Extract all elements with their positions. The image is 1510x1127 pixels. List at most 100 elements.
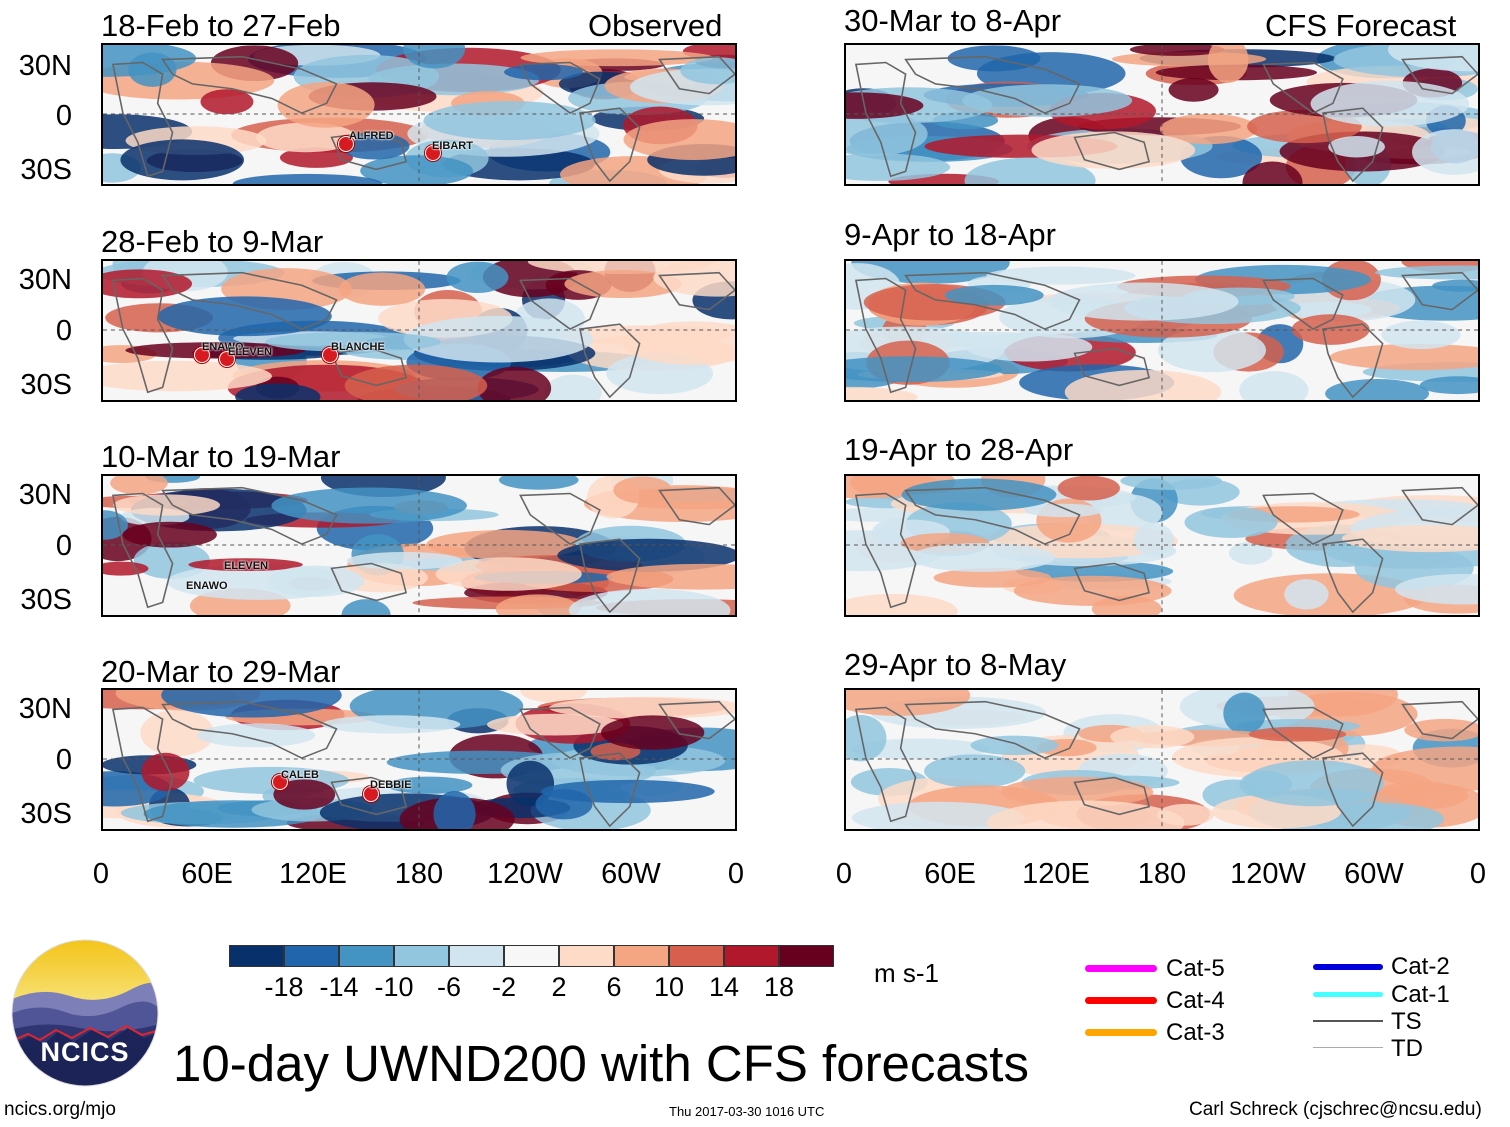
wind-anomaly-blob xyxy=(1084,493,1163,532)
coastline xyxy=(330,347,408,387)
colorbar-swatch xyxy=(284,945,339,967)
wind-anomaly-blob xyxy=(403,315,593,363)
lat-label-eq: 0 xyxy=(55,100,72,132)
lon-label: 0 xyxy=(727,858,745,890)
wind-anomaly-blob xyxy=(423,101,596,141)
wind-anomaly-blob xyxy=(1310,80,1470,127)
wind-anomaly-blob xyxy=(1013,575,1172,606)
coastline xyxy=(111,277,174,394)
map-panel-fc-4 xyxy=(844,688,1480,831)
wind-anomaly-blob xyxy=(970,735,1059,756)
storm-label-enawo: ENAWO xyxy=(202,341,244,353)
storm-marker xyxy=(363,786,379,802)
lat-label-30n: 30N xyxy=(18,264,72,296)
wind-anomaly-blob xyxy=(1157,328,1267,373)
wind-anomaly-blob xyxy=(600,715,705,750)
wind-anomaly-blob xyxy=(1311,802,1445,829)
wind-anomaly-blob xyxy=(1168,77,1219,102)
wind-anomaly-blob xyxy=(1239,371,1309,400)
wind-anomaly-blob xyxy=(965,332,1093,362)
author-credit: Carl Schreck (cjschrec@ncsu.edu) xyxy=(1189,1099,1482,1120)
coastline xyxy=(1401,55,1478,95)
coastline xyxy=(854,61,917,178)
wind-anomaly-blob xyxy=(435,557,582,591)
wind-anomaly-blob xyxy=(851,738,990,760)
legend-label-cat1: Cat-1 xyxy=(1391,981,1450,1008)
lat-label-30n: 30N xyxy=(18,479,72,511)
map-panel-obs-4 xyxy=(101,688,737,831)
colorbar-units: m s-1 xyxy=(874,958,939,988)
colorbar-swatch xyxy=(504,945,559,967)
coastline xyxy=(1401,271,1478,311)
colorbar-swatch xyxy=(724,945,779,967)
legend-label-cat2: Cat-2 xyxy=(1391,953,1450,980)
panel-title-obs-3: 10-Mar to 19-Mar xyxy=(101,439,341,474)
ncics-url-link[interactable]: ncics.org/mjo xyxy=(4,1099,116,1120)
wind-anomaly-blob xyxy=(1207,45,1249,83)
coastline xyxy=(519,492,601,545)
lon-label: 60E xyxy=(924,858,976,890)
lat-label-30s: 30S xyxy=(20,798,72,830)
legend-line-cat4 xyxy=(1085,997,1157,1004)
map-panel-obs-3 xyxy=(101,474,737,617)
wind-anomaly-blob xyxy=(141,752,190,792)
legend-label-cat3: Cat-3 xyxy=(1166,1019,1225,1046)
coastline xyxy=(658,486,735,526)
coastline xyxy=(904,271,1081,330)
colorbar-tick: -6 xyxy=(436,972,462,1002)
legend-line-cat2 xyxy=(1313,964,1383,970)
coastline xyxy=(579,752,641,828)
map-panel-fc-1 xyxy=(844,43,1480,186)
legend-line-cat3 xyxy=(1085,1029,1157,1036)
wind-anomaly-blob xyxy=(1223,692,1266,735)
lat-label-30s: 30S xyxy=(20,369,72,401)
wind-anomaly-blob xyxy=(1329,343,1478,371)
colorbar-tick: 2 xyxy=(551,972,567,1002)
wind-anomaly-blob xyxy=(1242,161,1303,184)
lon-label: 120E xyxy=(1022,858,1090,890)
wind-anomaly-blob xyxy=(1057,476,1120,501)
wind-anomaly-blob xyxy=(197,723,316,748)
wind-anomaly-blob xyxy=(157,296,332,337)
wind-anomaly-blob xyxy=(549,696,735,719)
wind-anomaly-blob xyxy=(360,155,474,184)
storm-label-blanche: BLANCHE xyxy=(331,341,385,353)
lon-label: 0 xyxy=(1469,858,1487,890)
wind-anomaly-blob xyxy=(1284,579,1329,610)
wind-anomaly-blob xyxy=(944,284,1044,306)
panel-title-fc-2: 9-Apr to 18-Apr xyxy=(844,217,1056,252)
wind-anomaly-blob xyxy=(1031,131,1196,169)
wind-anomaly-blob xyxy=(846,386,918,400)
wind-anomaly-blob xyxy=(846,593,958,615)
wind-anomaly-blob xyxy=(446,261,509,294)
wind-anomaly-blob xyxy=(1419,376,1478,395)
coastline xyxy=(1073,131,1151,171)
wind-anomaly-blob xyxy=(568,588,731,615)
wind-anomaly-blob xyxy=(1159,113,1258,145)
lat-label-eq: 0 xyxy=(55,744,72,776)
coastline xyxy=(1262,706,1344,759)
wind-anomaly-blob xyxy=(557,538,735,572)
lon-label: 0 xyxy=(92,858,110,890)
colorbar-swatch xyxy=(559,945,614,967)
storm-label-caleb: CALEB xyxy=(281,769,319,781)
wind-anomaly-blob xyxy=(606,563,735,590)
panel-title-obs-1: 18-Feb to 27-Feb xyxy=(101,8,341,43)
wind-anomaly-blob xyxy=(344,364,488,400)
legend-line-cat5 xyxy=(1085,965,1157,972)
coastline xyxy=(161,486,338,545)
wind-anomaly-blob xyxy=(346,551,463,570)
coastline xyxy=(1401,486,1478,526)
wind-anomaly-blob xyxy=(924,754,1026,788)
coastline xyxy=(1262,492,1344,545)
wind-anomaly-blob xyxy=(535,789,593,820)
wind-anomaly-blob xyxy=(235,383,321,400)
wind-anomaly-blob xyxy=(113,494,221,516)
wind-anomaly-blob xyxy=(426,529,585,559)
coastline xyxy=(658,55,735,95)
coastline xyxy=(1262,277,1344,330)
legend-label-cat5: Cat-5 xyxy=(1166,955,1225,982)
coastline xyxy=(161,55,338,114)
wind-anomaly-blob xyxy=(846,714,887,762)
wind-anomaly-blob xyxy=(1248,726,1347,742)
